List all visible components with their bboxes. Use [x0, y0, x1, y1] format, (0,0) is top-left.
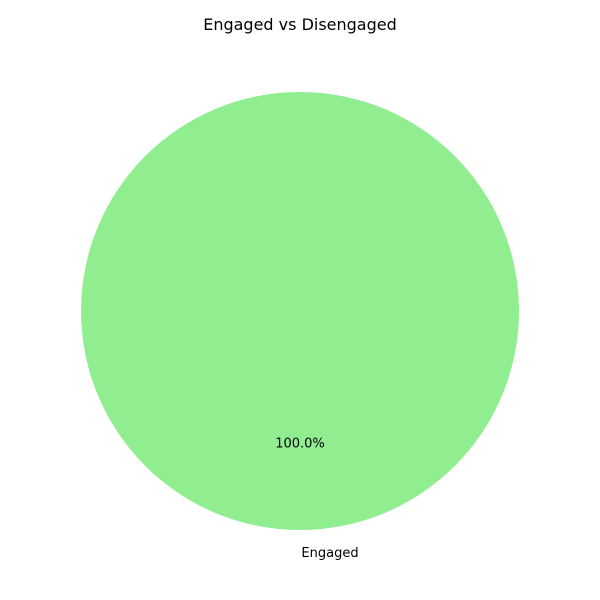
pie-slice-label: Engaged [301, 546, 358, 561]
pie-slices [81, 92, 519, 530]
chart-title: Engaged vs Disengaged [203, 15, 397, 34]
pie-percent-label: 100.0% [275, 436, 325, 451]
pie-labels: 100.0% Engaged [275, 436, 358, 561]
pie-slice-engaged [81, 92, 519, 530]
